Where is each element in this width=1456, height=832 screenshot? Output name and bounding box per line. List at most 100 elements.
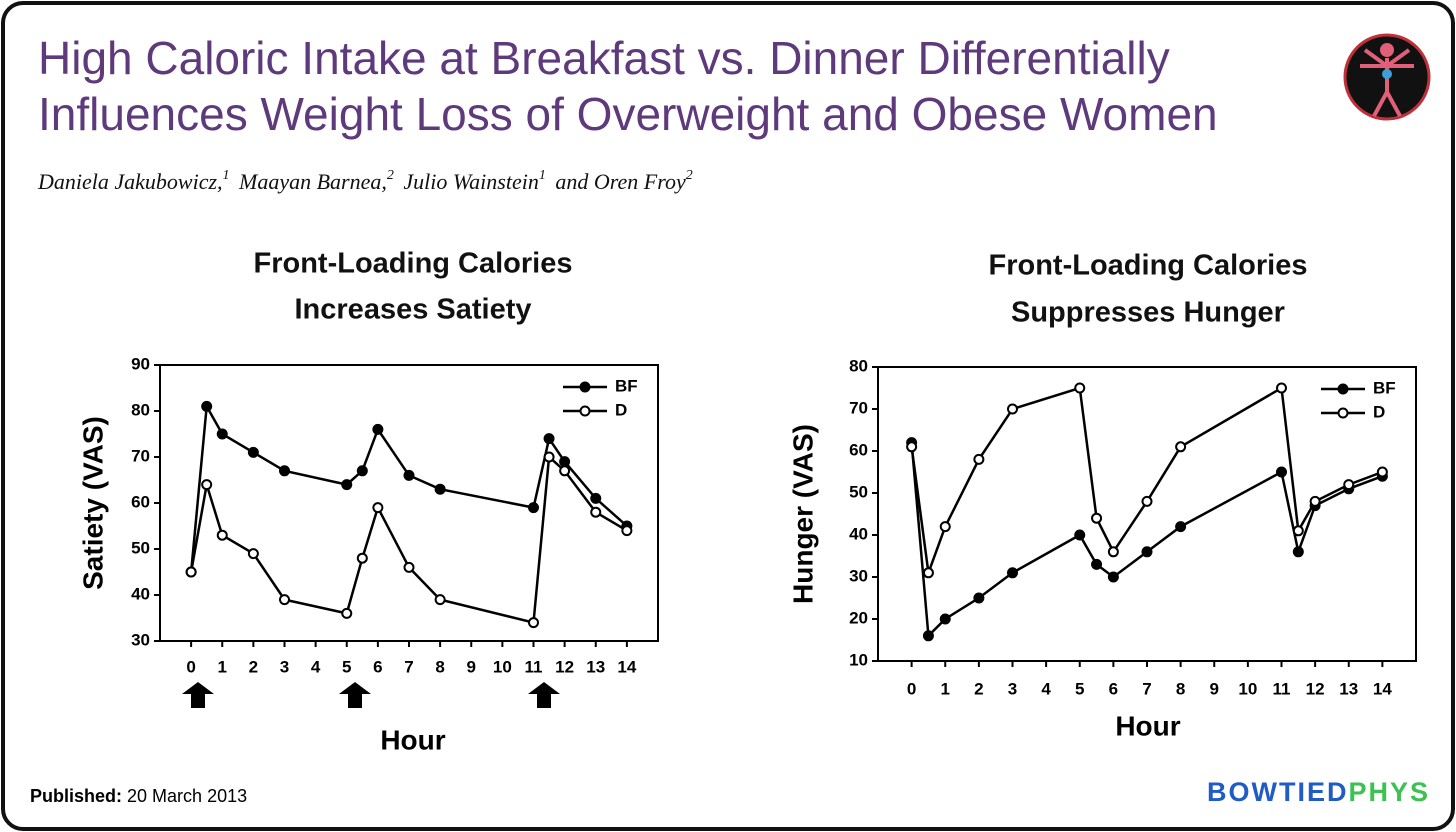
x-tick-label: 2	[249, 657, 258, 676]
affiliation: 2	[686, 168, 693, 183]
title-line: High Caloric Intake at Breakfast vs. Din…	[38, 32, 1170, 84]
legend-label: D	[615, 400, 627, 419]
x-tick-label: 1	[218, 657, 227, 676]
x-tick-label: 14	[617, 657, 636, 676]
y-tick-label: 30	[849, 566, 868, 585]
point	[372, 423, 384, 435]
x-axis-label: Hour	[1115, 710, 1180, 741]
published: Published: 20 March 2013	[30, 786, 247, 806]
y-axis-label: Satiety (VAS)	[77, 416, 108, 590]
x-tick-label: 11	[1273, 679, 1291, 698]
point	[528, 617, 539, 629]
point	[939, 521, 951, 533]
x-tick-label: 13	[1339, 679, 1358, 698]
arrows	[182, 682, 560, 708]
point	[372, 502, 384, 514]
point	[922, 630, 934, 642]
x-tick-label: 7	[1142, 679, 1151, 698]
point	[543, 451, 555, 463]
point	[1007, 403, 1018, 415]
point	[1141, 495, 1153, 507]
y-tick-label: 70	[131, 446, 150, 465]
logo	[1343, 33, 1431, 121]
point	[590, 506, 602, 518]
x-tick-label: 12	[555, 657, 574, 676]
point	[559, 456, 571, 468]
point	[1292, 525, 1304, 537]
point	[559, 465, 571, 477]
point	[1074, 529, 1086, 541]
point	[922, 567, 934, 579]
y-tick-label: 10	[849, 650, 868, 669]
chart-title: Front-Loading Calories	[254, 248, 573, 280]
x-tick-label: 5	[342, 657, 351, 676]
x-tick-label: 8	[435, 657, 444, 676]
point	[434, 483, 446, 495]
y-tick-label: 40	[849, 524, 868, 543]
point	[341, 479, 353, 491]
x-tick-label: 10	[493, 657, 512, 676]
x-tick-label: 8	[1176, 679, 1185, 698]
point	[1276, 466, 1287, 478]
point	[356, 552, 368, 564]
point	[973, 453, 985, 465]
legend-marker	[1337, 383, 1349, 395]
published-label: Published:	[30, 786, 122, 806]
y-tick-label: 90	[131, 354, 150, 373]
y-tick-label: 50	[131, 538, 150, 557]
author: Maayan Barnea,	[238, 169, 387, 194]
x-tick-label: 13	[586, 657, 605, 676]
x-tick-label: 3	[1008, 679, 1017, 698]
point	[1107, 571, 1119, 583]
point	[621, 525, 633, 537]
x-tick-label: 9	[467, 657, 476, 676]
y-axis-label: Hunger (VAS)	[787, 424, 818, 604]
point	[201, 479, 213, 491]
legend-marker	[1337, 407, 1349, 419]
author: Julio Wainstein	[403, 169, 538, 194]
author: and Oren Froy	[555, 169, 686, 194]
affiliation: 1	[539, 168, 546, 183]
y-tick-label: 50	[849, 482, 868, 501]
chart-title: Increases Satiety	[295, 294, 532, 326]
y-tick-label: 40	[131, 584, 150, 603]
point	[528, 502, 539, 514]
x-axis-label: Hour	[380, 724, 445, 755]
y-tick-label: 60	[849, 440, 868, 459]
affiliation: 1	[223, 168, 230, 183]
point	[939, 613, 951, 625]
point	[1309, 495, 1321, 507]
legend-marker	[579, 381, 591, 393]
point	[1276, 382, 1287, 394]
point	[1292, 546, 1304, 558]
x-tick-label: 12	[1306, 679, 1325, 698]
chart-title: Front-Loading Calories	[989, 250, 1308, 282]
x-tick-label: 10	[1238, 679, 1257, 698]
point	[247, 548, 259, 560]
title-line: Influences Weight Loss of Overweight and…	[38, 88, 1218, 140]
y-tick-label: 70	[849, 398, 868, 417]
legend-label: BF	[615, 376, 638, 395]
x-tick-label: 9	[1210, 679, 1219, 698]
y-tick-label: 80	[131, 400, 150, 419]
point	[403, 561, 415, 573]
brand: BOWTIEDPHYS	[1207, 777, 1430, 807]
brand-part: BOWTIED	[1207, 777, 1349, 807]
point	[1074, 382, 1086, 394]
point	[216, 529, 228, 541]
x-tick-label: 14	[1373, 679, 1392, 698]
point	[1091, 558, 1103, 570]
published-date: 20 March 2013	[127, 786, 247, 806]
point	[341, 607, 353, 619]
x-tick-label: 6	[373, 657, 382, 676]
x-tick-label: 2	[974, 679, 983, 698]
authors: Daniela Jakubowicz,1 Maayan Barnea,2 Jul…	[37, 161, 693, 194]
x-tick-label: 0	[186, 657, 195, 676]
x-tick-label: 5	[1075, 679, 1084, 698]
point	[906, 441, 918, 453]
point	[185, 566, 197, 578]
legend-label: D	[1373, 402, 1385, 421]
